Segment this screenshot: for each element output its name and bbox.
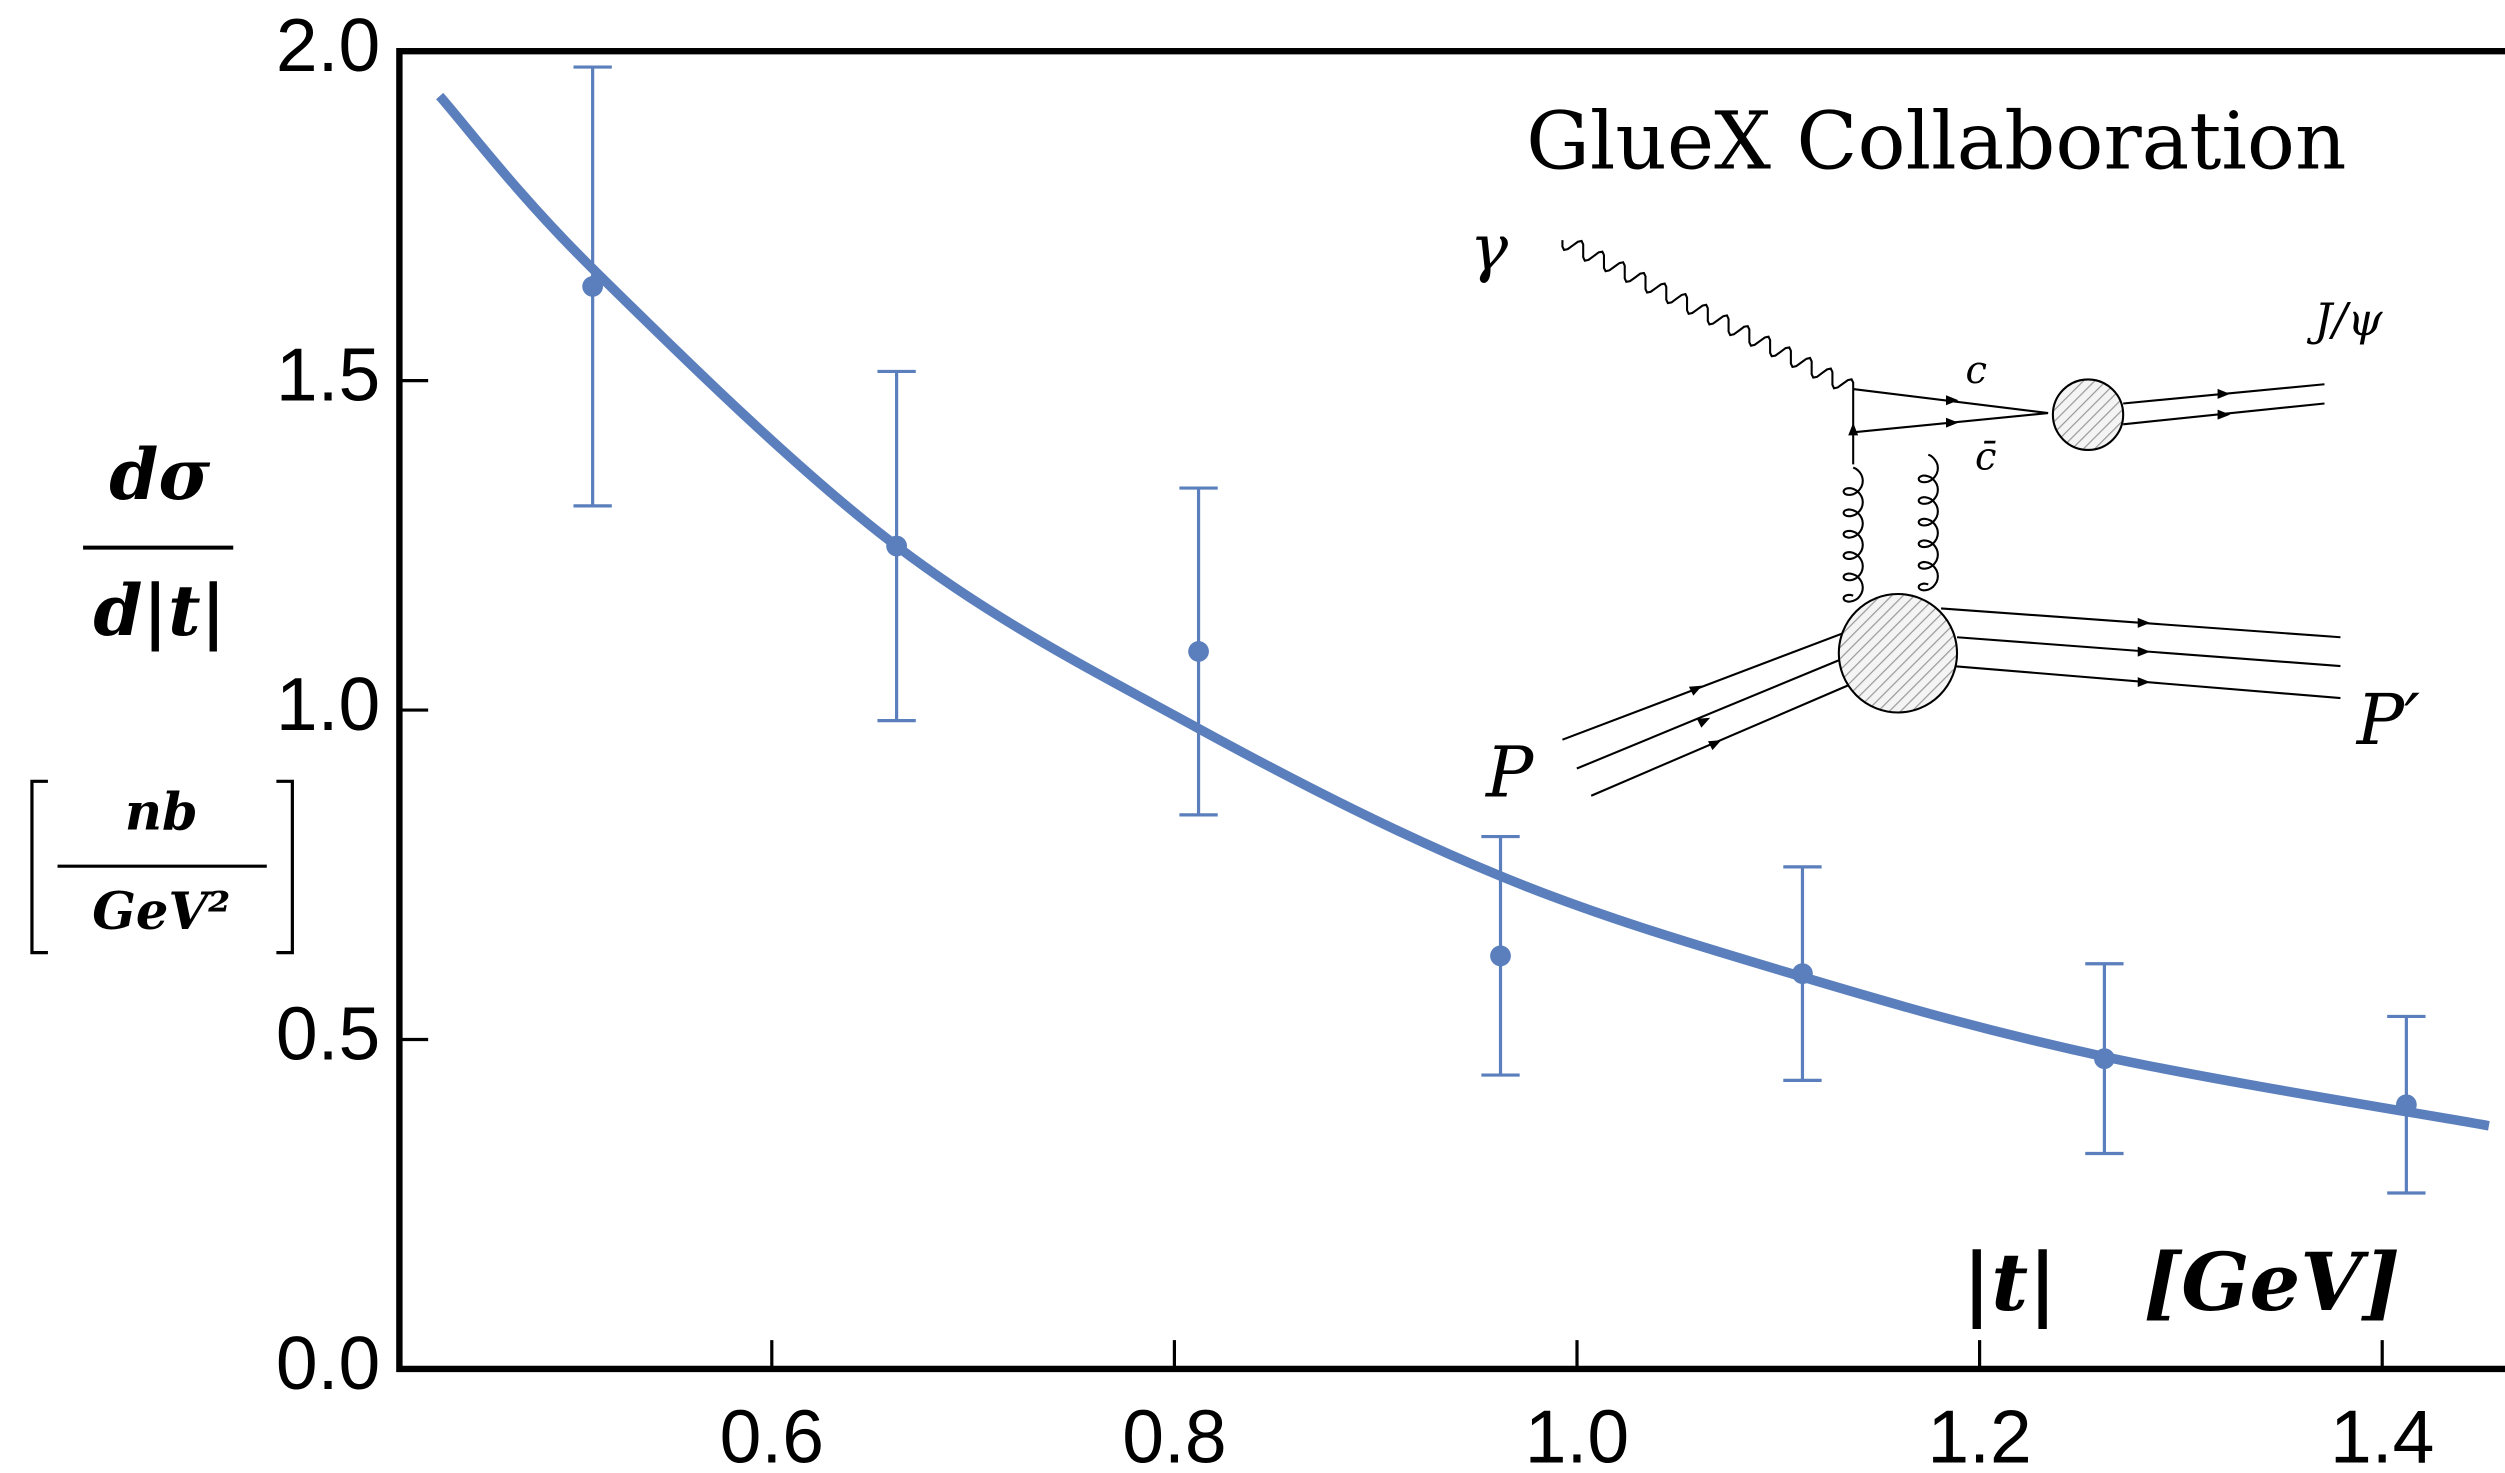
proton-line — [1576, 658, 1841, 770]
diagram-label: P — [1484, 732, 1535, 814]
blob — [2051, 378, 2125, 451]
x-tick-label: 0.6 — [720, 1394, 824, 1473]
axes-frame — [396, 48, 2505, 1373]
x-tick-label: 1.2 — [1927, 1394, 2031, 1473]
data-point — [886, 535, 907, 557]
x-tick-label: 1.4 — [2330, 1394, 2434, 1473]
data-point — [1792, 963, 1813, 985]
x-tick-label: 0.8 — [1122, 1394, 1226, 1473]
y-tick-label: 1.5 — [276, 332, 380, 416]
data-point — [2094, 1048, 2115, 1070]
arrow — [1696, 717, 1711, 728]
fit-curve — [436, 92, 2490, 1131]
proton-line — [1956, 636, 2341, 668]
data-point — [2395, 1094, 2417, 1116]
y-tick-label: 0.5 — [276, 991, 380, 1075]
diagram-label: P′ — [2355, 679, 2420, 761]
diagram-label: c — [1965, 348, 1986, 393]
proton-line — [1952, 665, 2341, 700]
gluon-line — [1842, 466, 1864, 603]
feynman-diagram — [1561, 239, 2341, 797]
meson-line — [2123, 402, 2325, 426]
y-label: dσ — [109, 433, 210, 516]
y-label: d|t| — [93, 569, 226, 653]
x-unit: [GeV] — [2143, 1235, 2400, 1329]
data-point — [1490, 945, 1511, 967]
diagram-label: J/ψ — [2306, 293, 2383, 346]
x-label: |t| — [1962, 1235, 2057, 1330]
photon-line — [1561, 239, 1855, 390]
proton-line — [1590, 684, 1849, 797]
data-point — [582, 276, 604, 297]
arrow — [1707, 740, 1722, 751]
blob — [1837, 592, 1959, 714]
y-tick-label: 2.0 — [276, 3, 380, 87]
bracket — [30, 779, 294, 955]
y-unit: GeV² — [92, 882, 230, 942]
gluon-line — [1917, 453, 1939, 592]
diagram-label: c̄ — [1975, 434, 1996, 479]
y-tick-label: 0.0 — [276, 1321, 380, 1405]
arrow — [1688, 685, 1703, 696]
y-tick-label: 1.0 — [276, 662, 380, 746]
diagram-label: γ — [1470, 211, 1509, 285]
x-tick-label: 1.0 — [1525, 1394, 1629, 1473]
proton-line — [1562, 631, 1846, 741]
meson-line — [2123, 383, 2325, 405]
data-point — [1188, 641, 1209, 662]
inset-title: GlueX Collaboration — [1526, 94, 2346, 187]
y-unit: nb — [125, 783, 198, 843]
